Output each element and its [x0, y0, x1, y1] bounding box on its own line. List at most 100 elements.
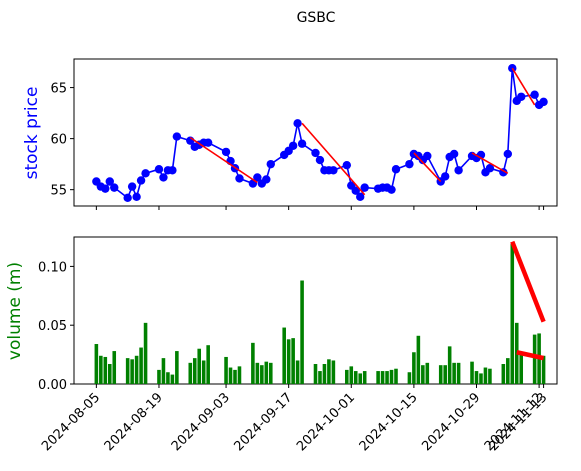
- volume-bar: [457, 363, 461, 384]
- volume-ytick-label: 0.05: [38, 319, 67, 334]
- volume-xtick-label: 2024-10-15: [357, 390, 421, 454]
- volume-marks: [95, 242, 546, 384]
- volume-bar: [104, 357, 108, 384]
- volume-bar: [108, 364, 112, 384]
- volume-bar: [233, 370, 237, 384]
- volume-bar: [488, 369, 492, 384]
- volume-bar: [448, 346, 452, 384]
- price-point: [298, 140, 306, 148]
- volume-bar: [439, 365, 443, 384]
- volume-xtick-label: 2024-08-19: [102, 390, 166, 454]
- price-point: [110, 183, 118, 191]
- volume-bar: [421, 365, 425, 384]
- volume-bar: [251, 343, 255, 384]
- volume-bar: [166, 372, 170, 384]
- volume-bar: [130, 359, 134, 384]
- volume-bar: [265, 362, 269, 384]
- volume-bar: [475, 371, 479, 384]
- price-point: [329, 166, 337, 174]
- price-point: [423, 152, 431, 160]
- volume-bar: [171, 375, 175, 384]
- volume-bar: [443, 365, 447, 384]
- chart-title: GSBC: [297, 10, 336, 26]
- volume-bar: [479, 373, 483, 384]
- volume-bar: [394, 369, 398, 384]
- price-point: [235, 174, 243, 182]
- volume-bar: [287, 339, 291, 384]
- volume-bar: [291, 338, 295, 384]
- volume-bar: [188, 363, 192, 384]
- volume-bar: [260, 365, 264, 384]
- price-point: [132, 193, 140, 201]
- volume-xtick-label: 2024-09-17: [231, 390, 295, 454]
- price-point: [517, 93, 525, 101]
- price-point: [141, 169, 149, 177]
- price-point: [155, 165, 163, 173]
- volume-bar: [318, 371, 322, 384]
- price-point: [311, 149, 319, 157]
- volume-bar: [175, 351, 179, 384]
- volume-bar: [412, 352, 416, 384]
- volume-bar: [452, 363, 456, 384]
- price-point: [392, 165, 400, 173]
- volume-bar: [323, 364, 327, 384]
- price-point: [293, 119, 301, 127]
- volume-bar: [408, 372, 412, 384]
- price-point: [123, 194, 131, 202]
- volume-bar: [193, 358, 197, 384]
- volume-bar: [345, 370, 349, 384]
- volume-bar: [533, 335, 537, 384]
- volume-bar: [502, 364, 506, 384]
- price-point: [405, 160, 413, 168]
- price-point: [441, 172, 449, 180]
- price-point: [504, 150, 512, 158]
- volume-bar: [112, 351, 116, 384]
- volume-bar: [238, 366, 242, 384]
- volume-bar: [385, 371, 389, 384]
- volume-xtick-label: 2024-08-05: [39, 390, 103, 454]
- volume-bar: [99, 356, 103, 384]
- volume-trend-segment: [512, 242, 543, 322]
- volume-bar: [157, 370, 161, 384]
- volume-bar: [126, 358, 130, 384]
- price-point: [343, 161, 351, 169]
- price-point: [267, 160, 275, 168]
- price-ylabel: stock price: [22, 87, 42, 180]
- price-point: [450, 150, 458, 158]
- volume-ytick-label: 0.00: [38, 378, 67, 393]
- volume-bar: [332, 360, 336, 384]
- volume-bar: [206, 345, 210, 384]
- price-marks: [92, 64, 548, 202]
- price-point: [387, 185, 395, 193]
- volume-bar: [417, 336, 421, 384]
- volume-bar: [300, 281, 304, 384]
- price-point: [289, 142, 297, 150]
- price-point: [316, 156, 324, 164]
- volume-bar: [390, 370, 394, 384]
- volume-xtick-label: 2024-10-01: [294, 390, 358, 454]
- volume-bar: [269, 363, 273, 384]
- volume-bar: [354, 371, 358, 384]
- volume-bar: [144, 323, 148, 384]
- volume-bar: [224, 357, 228, 384]
- price-point: [530, 91, 538, 99]
- volume-bar: [229, 368, 233, 384]
- price-trend-segment: [190, 138, 257, 183]
- volume-bar: [349, 366, 353, 384]
- volume-xtick-label: 2024-11-13: [486, 390, 550, 454]
- price-point: [222, 148, 230, 156]
- volume-bar: [484, 368, 488, 384]
- volume-bar: [197, 349, 201, 384]
- volume-bar: [506, 358, 510, 384]
- price-point: [159, 173, 167, 181]
- price-point: [173, 132, 181, 140]
- volume-bar: [162, 358, 166, 384]
- volume-bar: [470, 362, 474, 384]
- price-point: [168, 166, 176, 174]
- volume-bar: [256, 363, 260, 384]
- volume-bar: [314, 364, 318, 384]
- volume-ylabel: volume (m): [5, 262, 25, 360]
